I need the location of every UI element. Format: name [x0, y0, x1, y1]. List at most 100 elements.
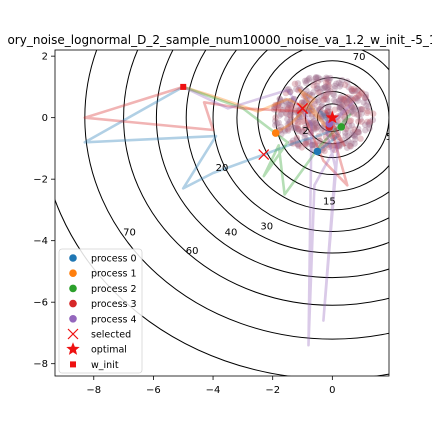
noise-point: [308, 107, 315, 114]
legend-label: process 0: [91, 254, 137, 265]
noise-point: [306, 74, 313, 82]
noise-point: [302, 124, 309, 131]
noise-point: [335, 138, 343, 146]
noise-point: [344, 78, 351, 85]
noise-point: [348, 104, 355, 111]
noise-point: [323, 74, 330, 81]
noise-point: [338, 76, 346, 84]
noise-point: [312, 126, 319, 133]
noise-point: [322, 111, 329, 119]
noise-point: [310, 141, 317, 149]
noise-point: [360, 99, 367, 106]
noise-point: [308, 141, 316, 149]
noise-point: [318, 92, 325, 100]
noise-point: [363, 109, 371, 117]
noise-point: [322, 83, 329, 90]
selected-marker: [258, 149, 270, 160]
noise-point: [322, 133, 330, 141]
noise-point: [335, 117, 342, 125]
noise-point: [299, 99, 306, 106]
noise-point: [300, 107, 308, 115]
noise-point: [270, 106, 278, 113]
noise-point: [278, 131, 285, 138]
noise-point: [276, 112, 283, 119]
noise-point: [287, 121, 294, 128]
noise-point: [298, 144, 306, 151]
noise-point: [295, 127, 302, 135]
noise-point: [282, 89, 290, 97]
noise-point: [351, 133, 359, 140]
noise-point: [285, 127, 292, 134]
noise-point: [292, 117, 299, 125]
noise-point: [355, 111, 362, 118]
noise-point: [358, 110, 365, 117]
noise-point: [356, 91, 363, 99]
final-point-process-2: [337, 123, 346, 131]
noise-point: [273, 102, 280, 109]
noise-point: [293, 134, 301, 142]
noise-point: [302, 97, 309, 104]
noise-point: [350, 129, 357, 136]
noise-point: [303, 141, 310, 148]
chart-title: ory_noise_lognormal_D_2_sample_num10000_…: [7, 33, 432, 47]
noise-point: [321, 128, 329, 136]
noise-point: [309, 138, 317, 145]
noise-point: [307, 107, 314, 114]
noise-point: [342, 132, 349, 139]
noise-point: [295, 107, 302, 114]
w-init-marker: [180, 83, 187, 90]
legend-marker-circle: [69, 299, 77, 308]
y-tick-label: −2: [33, 175, 48, 186]
noise-point: [341, 81, 349, 89]
noise-point: [325, 89, 332, 96]
noise-point: [315, 96, 322, 104]
legend-label: process 3: [91, 299, 137, 310]
noise-point: [343, 99, 351, 106]
noise-point: [299, 129, 306, 136]
noise-point: [341, 113, 348, 121]
noise-point: [272, 101, 279, 109]
noise-point: [286, 120, 293, 127]
noise-point: [281, 126, 288, 133]
noise-point: [331, 146, 338, 154]
noise-point: [358, 89, 366, 96]
noise-point: [295, 141, 302, 148]
noise-point: [276, 96, 284, 103]
noise-point: [312, 113, 320, 120]
legend-marker-circle: [69, 269, 77, 278]
noise-point: [338, 98, 346, 106]
noise-point: [344, 133, 352, 140]
noise-point: [307, 129, 314, 137]
noise-point: [362, 127, 369, 134]
noise-point: [329, 134, 337, 142]
final-point-process-4: [325, 120, 334, 128]
noise-point: [345, 122, 353, 130]
noise-point: [348, 87, 356, 94]
noise-point: [365, 121, 372, 128]
noise-point: [347, 143, 354, 150]
noise-point: [313, 142, 321, 150]
noise-point: [344, 127, 352, 134]
noise-point: [272, 121, 279, 129]
noise-point: [306, 96, 313, 103]
noise-point: [311, 101, 318, 108]
noise-point: [288, 109, 295, 117]
noise-point: [332, 98, 339, 106]
noise-point: [340, 96, 348, 103]
noise-point: [344, 104, 351, 112]
noise-point: [328, 142, 335, 149]
noise-point: [303, 136, 311, 143]
contour-label: 70: [353, 52, 366, 63]
y-tick-label: −4: [33, 236, 48, 247]
noise-point: [342, 139, 349, 147]
noise-point: [315, 132, 323, 140]
noise-point: [346, 96, 353, 104]
noise-point: [321, 83, 329, 91]
x-tick-label: −6: [146, 385, 161, 396]
noise-point: [343, 144, 351, 151]
noise-point: [324, 84, 331, 91]
noise-point: [309, 103, 316, 110]
x-tick-label: −2: [265, 385, 280, 396]
noise-point: [355, 106, 362, 113]
noise-point: [345, 99, 352, 106]
